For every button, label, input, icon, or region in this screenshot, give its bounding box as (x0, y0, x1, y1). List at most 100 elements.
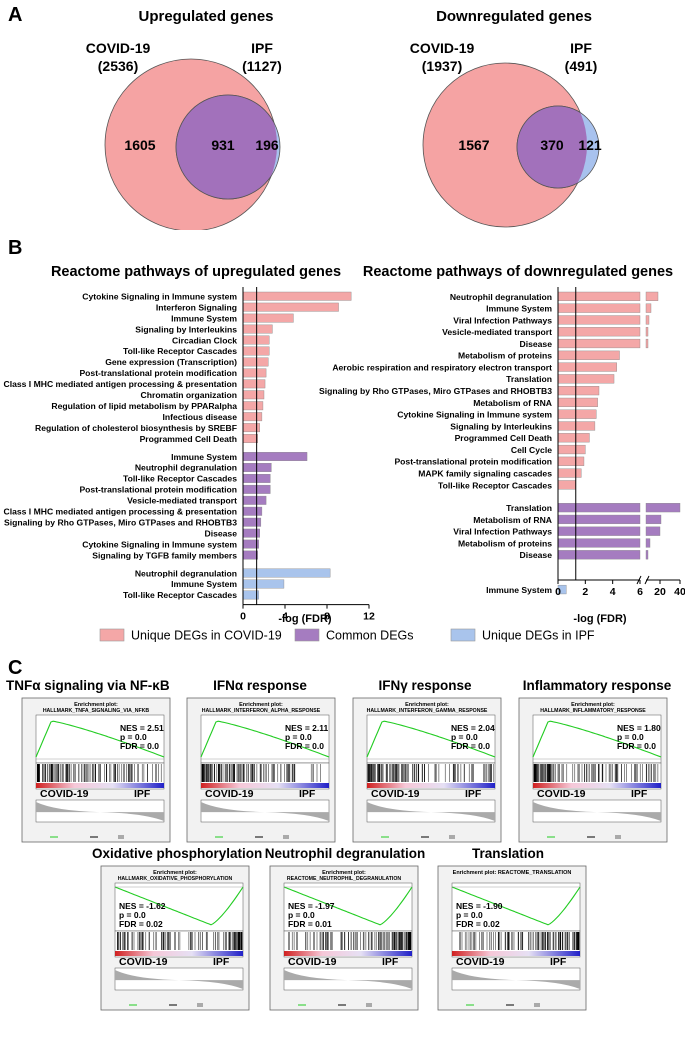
p-value: p = 0.0 (451, 732, 478, 742)
category-label: Signaling by Rho GTPases, Miro GTPases a… (319, 386, 552, 396)
tick-label: 40 (674, 586, 685, 598)
venn-upregulated: Upregulated genes COVID-19 (2536) IPF (1… (86, 8, 282, 232)
bar (557, 433, 590, 443)
legend-swatch-metric (534, 1003, 540, 1007)
category-label: Disease (520, 339, 553, 349)
category-label: Post-translational protein modification (79, 368, 237, 378)
panel-label-c: C (8, 657, 22, 678)
bar (242, 346, 270, 356)
enrichment-curve (200, 720, 330, 758)
left-phenotype: COVID-19 (288, 956, 337, 968)
enrichment-plot-area (451, 882, 581, 932)
gsea-gene-set-name: HALLMARK_OXIDATIVE_PHOSPHORYLATION (118, 876, 233, 882)
fdr-value: FDR = 0.02 (456, 919, 500, 929)
gsea-gene-set-name: HALLMARK_INTERFERON_GAMMA_RESPONSE (367, 708, 488, 714)
enrichment-curve (283, 886, 413, 926)
category-label: Post-translational protein modification (79, 485, 237, 495)
bar-segment (645, 503, 681, 513)
gsea-plot-title: Enrichment plot: (322, 870, 366, 876)
bar (242, 452, 308, 461)
bar (557, 584, 567, 595)
category-label: Translation (506, 503, 552, 513)
bar (557, 315, 641, 325)
venn-right-count: (491) (565, 58, 598, 74)
venn-downregulated: Downregulated genes COVID-19 (1937) IPF … (410, 8, 602, 228)
rank-color-bar (367, 783, 495, 788)
hit-marks (288, 932, 412, 950)
p-value: p = 0.0 (456, 910, 483, 920)
category-label: Infectious disease (162, 412, 237, 422)
nes-value: NES = 2.04 (451, 723, 495, 733)
bar (557, 374, 615, 384)
bar (557, 456, 585, 466)
tick-label: 2 (582, 586, 588, 598)
category-label: Cytokine Signaling in Immune system (82, 291, 237, 301)
gsea-plot-title: Enrichment plot: (153, 870, 197, 876)
bar (557, 444, 586, 455)
gsea-title: TNFα signaling via NF-κB (6, 678, 170, 693)
category-label: Neutrophil degranulation (135, 463, 237, 473)
enrichment-curve (35, 720, 165, 758)
rank-color-bar (284, 951, 412, 956)
rank-color-bar (201, 783, 329, 788)
tick-label: 20 (654, 586, 666, 598)
category-label: Class I MHC mediated antigen processing … (3, 507, 237, 517)
category-label: Regulation of cholesterol biosynthesis b… (35, 423, 237, 433)
bar (242, 579, 285, 589)
category-label: Vesicle-mediated transport (442, 327, 552, 337)
tick-label: 8 (324, 611, 330, 623)
enrichment-curve (532, 720, 662, 758)
category-label: Aerobic respiration and respiratory elec… (332, 362, 552, 372)
category-label: Cytokine Signaling in Immune system (82, 539, 237, 549)
venn-title: Upregulated genes (138, 8, 273, 25)
tick-label: 12 (363, 611, 375, 623)
ranked-metric-fill (115, 970, 243, 989)
bar (557, 526, 641, 536)
fdr-value: FDR = 0.0 (617, 741, 656, 751)
panel-label-a: A (8, 4, 22, 26)
category-label: Cytokine Signaling in Immune system (397, 410, 552, 420)
enrichment-plot-area (114, 882, 244, 932)
p-value: p = 0.0 (120, 732, 147, 742)
legend-swatch-covid (99, 628, 125, 642)
bar-segment (645, 303, 652, 313)
category-label: Immune System (486, 304, 552, 314)
venn-left-name: COVID-19 (410, 40, 475, 56)
venn-right-only: 121 (578, 137, 602, 153)
rank-color-bar (115, 951, 243, 956)
hit-marks (533, 764, 659, 782)
ranked-metric-fill (533, 802, 661, 821)
bar (557, 421, 596, 431)
bar (242, 528, 260, 538)
category-label: Disease (520, 550, 553, 560)
right-phenotype: IPF (134, 788, 151, 800)
bar (557, 514, 641, 525)
category-label: Immune System (171, 452, 237, 462)
category-label: Translation (506, 374, 552, 384)
bar-segment (645, 550, 649, 560)
gsea-title: IFNα response (213, 678, 307, 693)
gsea-gene-set-name: HALLMARK_TNFA_SIGNALING_VIA_NFKB (43, 708, 150, 714)
bar (242, 291, 352, 301)
category-label: Toll-like Receptor Cascades (123, 590, 237, 600)
category-label: Toll-like Receptor Cascades (123, 474, 237, 484)
bar (242, 550, 258, 560)
category-label: Immune System (171, 313, 237, 323)
gsea-gene-set-name: HALLMARK_INFLAMMATORY_RESPONSE (540, 708, 646, 714)
gsea-plot-title: Enrichment plot: (405, 702, 449, 708)
category-label: Metabolism of RNA (473, 398, 552, 408)
gsea-title: Translation (471, 846, 544, 861)
bar (557, 338, 641, 349)
hit-marks (37, 764, 162, 782)
hit-marks (459, 932, 580, 950)
bar (557, 538, 641, 548)
bar-segment (645, 315, 650, 325)
venn-left-only: 1605 (124, 137, 155, 153)
category-label: Signaling by Interleukins (135, 324, 237, 334)
gsea-plot-title: Enrichment plot: REACTOME_TRANSLATION (453, 870, 572, 876)
bar (557, 468, 582, 478)
category-label: Toll-like Receptor Cascades (123, 346, 237, 356)
right-phenotype: IPF (299, 788, 316, 800)
left-phenotype: COVID-19 (456, 956, 505, 968)
